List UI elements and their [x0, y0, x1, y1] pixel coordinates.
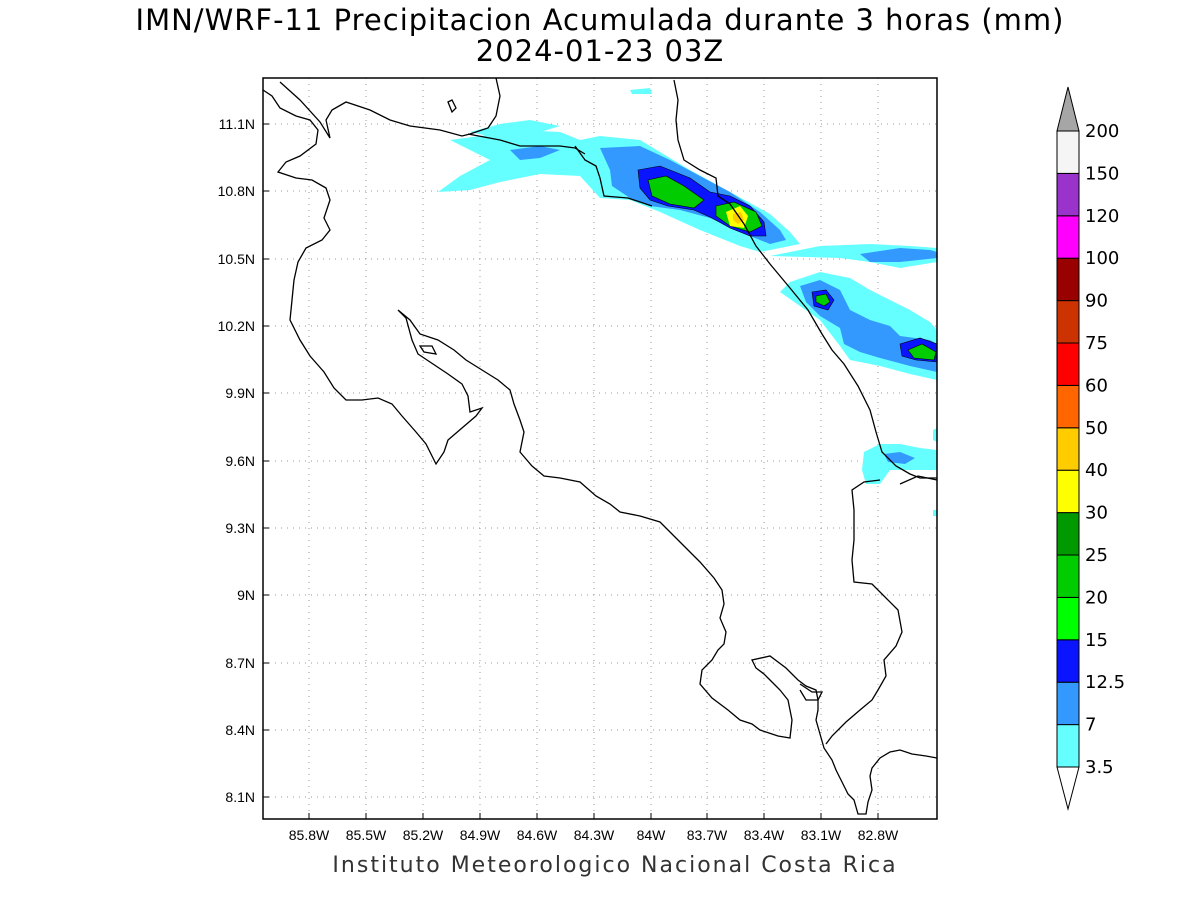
- precip-area-3_5: [470, 120, 560, 138]
- lon-tick-label: 84.3W: [574, 827, 615, 843]
- colorbar-label: 30: [1085, 503, 1108, 524]
- precip-area-3_5: [630, 88, 652, 94]
- colorbar-label: 100: [1085, 248, 1119, 269]
- colorbar-label: 150: [1085, 163, 1119, 184]
- colorbar-label: 12.5: [1085, 672, 1125, 693]
- lon-tick-label: 82.8W: [858, 827, 899, 843]
- colorbar-swatch: [1056, 512, 1080, 556]
- colorbar-swatch: [1056, 257, 1080, 302]
- precip-area-3_5: [933, 510, 937, 516]
- lat-tick-label: 10.8N: [218, 183, 255, 199]
- inner-gulf-2: [825, 479, 903, 745]
- lon-tick-label: 83.7W: [687, 827, 728, 843]
- precip-area-15: [907, 343, 937, 361]
- lat-axis: 11.1N 10.8N 10.5N 10.2N 9.9N 9.6N 9.3N 9N 8.7N 8.…: [218, 116, 269, 805]
- colorbar-label: 120: [1085, 206, 1119, 227]
- lat-tick-label: 9.3N: [225, 520, 255, 536]
- lat-tick-label: 8.7N: [225, 655, 255, 671]
- precip-area-7: [860, 248, 937, 262]
- colorbar-label: 25: [1085, 545, 1108, 566]
- colorbar-swatch: [1056, 300, 1080, 344]
- island: [447, 99, 457, 114]
- lat-tick-label: 10.5N: [218, 251, 255, 267]
- nicaragua-border: [574, 145, 653, 207]
- colorbar-swatch: [1056, 130, 1080, 174]
- lagoon: [418, 345, 438, 355]
- precip-area-7: [510, 146, 560, 160]
- lon-tick-label: 83.1W: [801, 827, 842, 843]
- colorbar-label: 40: [1085, 460, 1108, 481]
- colorbar-label: 200: [1085, 121, 1119, 142]
- lat-tick-label: 9.9N: [225, 385, 255, 401]
- colorbar: 3.5 7 12.5 15 20 25 30 40 50 60 75 90 100 120 150 200: [1056, 86, 1125, 811]
- lon-axis: 85.8W 85.5W 85.2W 84.9W 84.6W 84.3W 84W 83.7W 83…: [289, 813, 899, 843]
- colorbar-arrow-bottom: [1056, 766, 1080, 811]
- inner-gulf: [799, 683, 824, 701]
- nicaragua-pacific-coast: [279, 78, 501, 139]
- colorbar-swatch: [1056, 596, 1080, 641]
- lat-tick-label: 9.6N: [225, 453, 255, 469]
- caribbean-coast: [673, 79, 937, 479]
- colorbar-swatch: [1056, 384, 1080, 429]
- colorbar-arrow-top: [1056, 86, 1080, 132]
- chart-title: IMN/WRF-11 Precipitacion Acumulada duran…: [135, 3, 1065, 37]
- lon-tick-label: 84W: [637, 827, 667, 843]
- lon-tick-label: 85.2W: [403, 827, 444, 843]
- panama-border: [899, 475, 937, 485]
- precip-area-15: [815, 293, 831, 307]
- colorbar-label: 75: [1085, 333, 1108, 354]
- colorbar-swatch: [1056, 215, 1080, 259]
- lat-tick-label: 9N: [237, 587, 255, 603]
- colorbar-label: 50: [1085, 418, 1108, 439]
- precip-area-15: [647, 175, 705, 209]
- chart-subtitle: 2024-01-23 03Z: [475, 34, 725, 68]
- plot-frame: [262, 77, 938, 820]
- lat-tick-label: 8.4N: [225, 722, 255, 738]
- colorbar-label: 7: [1085, 715, 1096, 736]
- precip-area-3_5: [862, 444, 937, 484]
- colorbar-swatch: [1056, 342, 1080, 386]
- colorbar-swatch: [1056, 681, 1080, 726]
- colorbar-label: 3.5: [1085, 757, 1114, 778]
- lon-tick-label: 84.9W: [460, 827, 501, 843]
- pacific-coast-guanacaste: [263, 89, 937, 815]
- colorbar-swatch: [1056, 469, 1080, 514]
- colorbar-label: 15: [1085, 630, 1108, 651]
- lon-tick-label: 85.5W: [346, 827, 387, 843]
- lon-tick-label: 85.8W: [289, 827, 330, 843]
- lat-tick-label: 10.2N: [218, 318, 255, 334]
- colorbar-swatch: [1056, 639, 1080, 683]
- colorbar-swatch: [1056, 427, 1080, 471]
- colorbar-label: 90: [1085, 291, 1108, 312]
- credit-text: Instituto Meteorologico Nacional Costa R…: [332, 853, 898, 878]
- precip-area-3_5: [438, 130, 800, 252]
- lat-tick-label: 11.1N: [219, 116, 255, 132]
- colorbar-swatch: [1056, 554, 1080, 598]
- lat-tick-label: 8.1N: [225, 789, 255, 805]
- precipitation-field: [438, 88, 937, 516]
- coastlines: [263, 78, 937, 815]
- colorbar-label: 20: [1085, 587, 1108, 608]
- colorbar-swatch: [1056, 724, 1080, 768]
- lon-tick-label: 84.6W: [517, 827, 558, 843]
- colorbar-swatch: [1056, 172, 1080, 217]
- colorbar-label: 60: [1085, 375, 1108, 396]
- lon-tick-label: 83.4W: [744, 827, 785, 843]
- precip-area-3_5: [933, 428, 937, 442]
